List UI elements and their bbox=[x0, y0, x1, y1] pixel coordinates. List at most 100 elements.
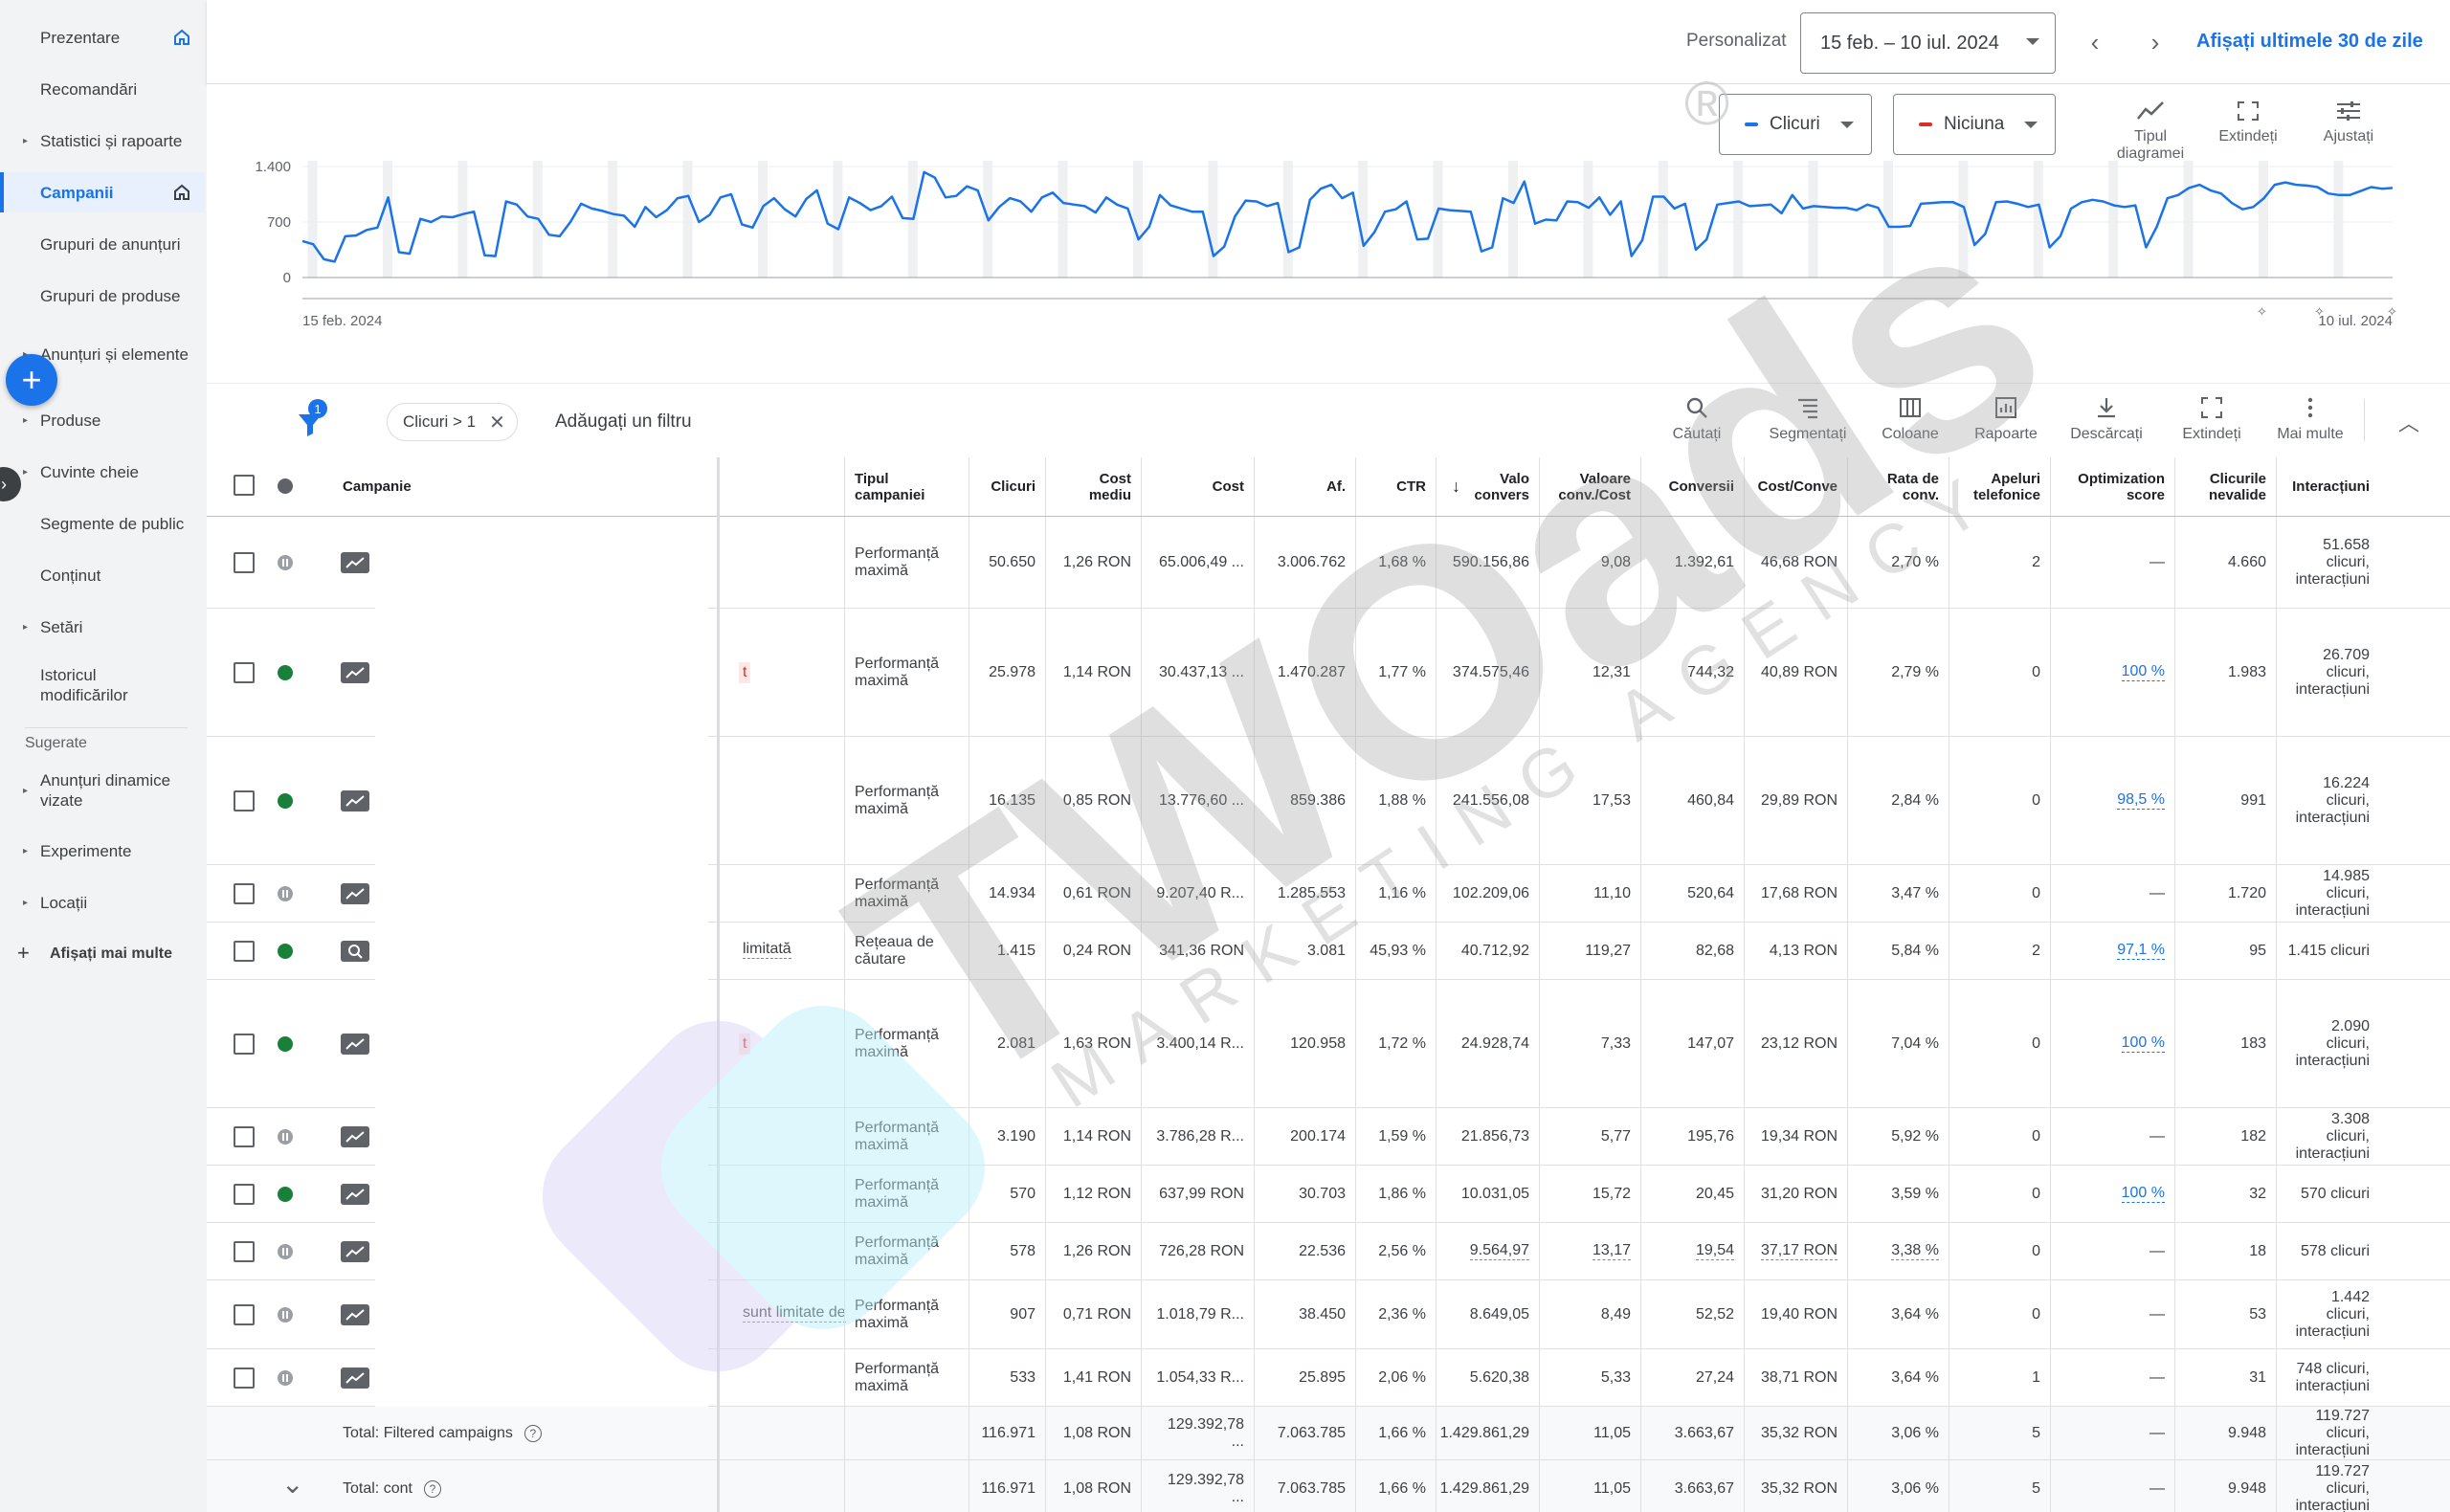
row-checkbox[interactable] bbox=[234, 1304, 255, 1325]
cell-cost[interactable]: 3.786,28 R... bbox=[1141, 1108, 1254, 1165]
sidebar-item-1[interactable]: Recomandări bbox=[0, 69, 205, 109]
cell-cost[interactable]: 9.207,40 R... bbox=[1141, 865, 1254, 922]
cell-opt-score[interactable]: 97,1 % bbox=[2050, 923, 2174, 979]
last-30-days-link[interactable]: Afișați ultimele 30 de zile bbox=[2196, 31, 2423, 52]
header-phone-calls[interactable]: Apeluri telefonice bbox=[1949, 457, 2050, 516]
cell-opt-score[interactable]: 98,5 % bbox=[2050, 737, 2174, 864]
expand-chart-button[interactable]: Extindeți bbox=[2202, 100, 2294, 145]
table-row[interactable]: Performanță maximă 14.934 0,61 RON 9.207,40… bbox=[207, 865, 2450, 923]
status-enabled-icon[interactable] bbox=[278, 793, 293, 809]
cell-opt-score[interactable]: — bbox=[2050, 1223, 2174, 1279]
collapse-chevron-icon[interactable]: ︿ bbox=[2398, 411, 2420, 435]
table-header[interactable]: Campanie Tipul campaniei Clicuri Cost mediu… bbox=[207, 457, 2450, 517]
cell-opt-score[interactable]: — bbox=[2050, 1349, 2174, 1406]
header-cost-conv[interactable]: Cost/Conve bbox=[1744, 457, 1847, 516]
row-checkbox[interactable] bbox=[234, 790, 255, 812]
filter-chip[interactable]: Clicuri > 1 ✕ bbox=[387, 403, 518, 441]
search-button[interactable]: Căutați bbox=[1663, 395, 1730, 443]
status-paused-icon[interactable] bbox=[278, 1307, 293, 1323]
column-resize-handle[interactable] bbox=[717, 457, 720, 1512]
sidebar-item-5[interactable]: Grupuri de produse bbox=[0, 276, 205, 316]
help-icon[interactable]: ? bbox=[523, 1424, 542, 1442]
row-checkbox[interactable] bbox=[234, 941, 255, 962]
header-cost[interactable]: Cost bbox=[1141, 457, 1254, 516]
download-button[interactable]: Descărcați bbox=[2059, 395, 2154, 443]
next-period-icon[interactable]: › bbox=[2150, 27, 2160, 56]
table-row[interactable]: t Performanță maximă 25.978 1,14 RON 30.437,… bbox=[207, 609, 2450, 737]
more-button[interactable]: Mai multe bbox=[2262, 395, 2358, 443]
row-checkbox[interactable] bbox=[234, 662, 255, 683]
table-row[interactable]: Performanță maximă 533 1,41 RON 1.054,33 R.… bbox=[207, 1349, 2450, 1407]
cell-opt-score[interactable]: — bbox=[2050, 1280, 2174, 1348]
cell-opt-score[interactable]: — bbox=[2050, 865, 2174, 922]
status-paused-icon[interactable] bbox=[278, 1370, 293, 1386]
metric1-dropdown[interactable]: Clicuri bbox=[1719, 94, 1872, 155]
header-value-cost[interactable]: Valoare conv./Cost bbox=[1539, 457, 1640, 516]
sidebar-item-11[interactable]: ▸ Setări bbox=[0, 607, 205, 647]
table-row[interactable]: Performanță maximă 3.190 1,14 RON 3.786,28 … bbox=[207, 1108, 2450, 1166]
campaign-name-cell[interactable] bbox=[375, 1349, 708, 1407]
campaign-name-cell[interactable] bbox=[375, 980, 708, 1108]
sidebar-item-0[interactable]: Prezentare bbox=[0, 17, 205, 57]
table-row[interactable]: t Performanță maximă 2.081 1,63 RON 3.400,14… bbox=[207, 980, 2450, 1108]
cell-cost[interactable]: 726,28 RON bbox=[1141, 1223, 1254, 1279]
header-impr[interactable]: Af. bbox=[1254, 457, 1355, 516]
total-row[interactable]: Total: cont? ⌄ 116.971 1,08 RON 129.392,78 .… bbox=[207, 1460, 2450, 1512]
campaign-name-cell[interactable] bbox=[375, 1223, 708, 1280]
header-invalid-clicks[interactable]: Clicurile nevalide bbox=[2174, 457, 2276, 516]
suggested-item-1[interactable]: ▸ Experimente bbox=[0, 831, 205, 871]
status-enabled-icon[interactable] bbox=[278, 665, 293, 680]
cell-opt-score[interactable]: — bbox=[2050, 517, 2174, 608]
header-conv-value[interactable]: ↓ Valo convers bbox=[1436, 457, 1539, 516]
campaign-name-cell[interactable] bbox=[375, 1108, 708, 1166]
status-enabled-icon[interactable] bbox=[278, 1036, 293, 1052]
sidebar-item-12[interactable]: Istoricul modificărilor bbox=[0, 658, 205, 712]
header-conv-rate[interactable]: Rata de conv. bbox=[1847, 457, 1949, 516]
campaign-status-fragment[interactable]: t bbox=[739, 1034, 751, 1055]
header-ctr[interactable]: CTR bbox=[1355, 457, 1436, 516]
sidebar-item-4[interactable]: Grupuri de anunțuri bbox=[0, 224, 205, 264]
campaign-name-cell[interactable] bbox=[375, 517, 708, 609]
adjust-chart-button[interactable]: Ajustați bbox=[2303, 100, 2394, 145]
header-type[interactable]: Tipul campaniei bbox=[844, 457, 969, 516]
sidebar-item-2[interactable]: ▸ Statistici și rapoarte bbox=[0, 121, 205, 161]
campaign-name-cell[interactable] bbox=[375, 865, 708, 923]
campaign-name-cell[interactable] bbox=[375, 1280, 708, 1349]
suggested-item-0[interactable]: ▸ Anunțuri dinamice vizate bbox=[0, 764, 205, 817]
header-conversions[interactable]: Conversii bbox=[1640, 457, 1744, 516]
reports-button[interactable]: Rapoarte bbox=[1963, 395, 2049, 443]
add-filter-button[interactable]: Adăugați un filtru bbox=[555, 411, 692, 432]
campaign-name-cell[interactable] bbox=[375, 609, 708, 737]
columns-button[interactable]: Coloane bbox=[1872, 395, 1949, 443]
table-row[interactable]: Performanță maximă 50.650 1,26 RON 65.006,4… bbox=[207, 517, 2450, 609]
sidebar-item-3[interactable]: Campanii bbox=[0, 172, 205, 212]
sidebar-item-7[interactable]: ▸ Produse bbox=[0, 400, 205, 440]
campaign-status-fragment[interactable]: t bbox=[739, 662, 751, 683]
sidebar-item-10[interactable]: Conținut bbox=[0, 555, 205, 595]
campaign-status-fragment[interactable]: sunt limitate de bbox=[743, 1304, 846, 1323]
collapse-sidebar-button[interactable]: › bbox=[0, 467, 21, 501]
row-checkbox[interactable] bbox=[234, 552, 255, 573]
header-interactions[interactable]: Interacțiuni bbox=[2276, 457, 2379, 516]
table-row[interactable]: Performanță maximă 16.135 0,85 RON 13.776,6… bbox=[207, 737, 2450, 865]
campaign-name-cell[interactable] bbox=[375, 923, 708, 980]
total-row[interactable]: Total: Filtered campaigns? 116.971 1,08 RO… bbox=[207, 1407, 2450, 1460]
cell-cost[interactable]: 1.054,33 R... bbox=[1141, 1349, 1254, 1406]
status-paused-icon[interactable] bbox=[278, 886, 293, 901]
cell-cost[interactable]: 637,99 RON bbox=[1141, 1166, 1254, 1222]
cell-cost[interactable]: 1.018,79 R... bbox=[1141, 1280, 1254, 1348]
cell-cost[interactable]: 30.437,13 ... bbox=[1141, 609, 1254, 736]
row-checkbox[interactable] bbox=[234, 1367, 255, 1389]
table-row[interactable]: limitată Rețeaua de căutare 1.415 0,24 RON 3… bbox=[207, 923, 2450, 980]
cell-opt-score[interactable]: — bbox=[2050, 1108, 2174, 1165]
cell-opt-score[interactable]: 100 % bbox=[2050, 609, 2174, 736]
status-paused-icon[interactable] bbox=[278, 1244, 293, 1259]
select-all-checkbox[interactable] bbox=[234, 475, 255, 496]
status-enabled-icon[interactable] bbox=[278, 1187, 293, 1202]
expand-totals-chevron-icon[interactable]: ⌄ bbox=[281, 1469, 304, 1499]
expand-table-button[interactable]: Extindeți bbox=[2169, 395, 2255, 443]
suggested-item-2[interactable]: ▸ Locații bbox=[0, 882, 205, 923]
add-campaign-button[interactable]: + bbox=[6, 354, 57, 406]
metric2-dropdown[interactable]: Niciuna bbox=[1893, 94, 2056, 155]
header-clicks[interactable]: Clicuri bbox=[969, 457, 1045, 516]
